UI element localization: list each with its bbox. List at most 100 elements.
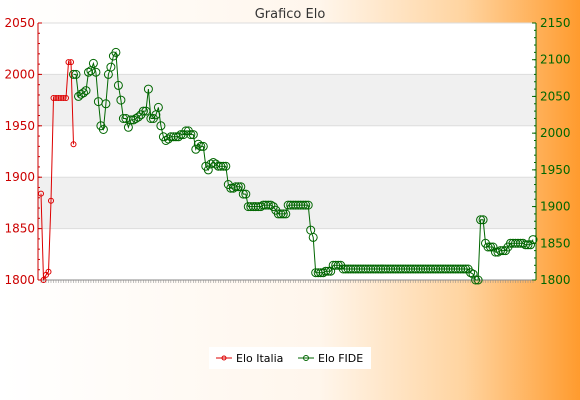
data-point [116, 95, 126, 105]
data-point [263, 200, 273, 210]
legend-fide-label: Elo FIDE [318, 352, 363, 365]
data-point [483, 242, 493, 252]
data-point [233, 182, 243, 192]
data-point [378, 264, 388, 274]
data-point [301, 200, 311, 210]
data-point [186, 130, 196, 140]
data-point [196, 141, 206, 151]
data-point [138, 106, 148, 116]
data-point [231, 182, 241, 192]
data-point [241, 189, 251, 199]
data-point [276, 209, 286, 219]
data-point [38, 190, 44, 197]
data-point [113, 80, 123, 90]
data-point [98, 125, 108, 134]
data-point [216, 161, 226, 171]
data-point [48, 197, 54, 204]
plot-background [38, 23, 536, 280]
data-point [331, 260, 341, 270]
data-point [60, 95, 67, 101]
data-point [63, 95, 69, 101]
data-point [79, 88, 88, 98]
data-point [221, 161, 231, 171]
data-point [281, 209, 291, 219]
left-axis-ticks: 1800 1850 1900 1950 2000 2050 [4, 16, 42, 287]
data-point [308, 232, 318, 242]
data-point [84, 67, 93, 77]
data-point [488, 242, 498, 252]
data-point [191, 144, 201, 154]
data-point [468, 269, 478, 279]
data-point [188, 130, 198, 140]
data-point [203, 165, 213, 175]
data-point [133, 112, 143, 122]
data-point [238, 189, 248, 199]
data-point [106, 62, 116, 72]
data-point [111, 47, 121, 57]
left-tick-label: 2050 [4, 16, 35, 30]
right-tick-label: 2000 [540, 126, 571, 140]
data-point [70, 141, 77, 148]
data-point [173, 132, 183, 142]
x-axis-ticks [40, 280, 534, 283]
data-point [193, 139, 203, 149]
data-point [473, 275, 483, 285]
plot-area [38, 23, 536, 280]
left-tick-label: 1850 [4, 222, 35, 236]
data-point [88, 58, 98, 68]
data-point [323, 266, 333, 276]
data-point [373, 264, 383, 274]
data-point [303, 200, 313, 210]
data-point [326, 266, 336, 276]
right-tick-label: 1850 [540, 236, 571, 250]
plot-band [38, 74, 536, 126]
right-tick-label: 2050 [540, 89, 571, 103]
legend-italia-label: Elo Italia [236, 352, 283, 365]
data-point [246, 202, 256, 212]
data-point [458, 264, 468, 274]
data-point [496, 246, 505, 256]
data-point [471, 275, 481, 285]
left-tick-label: 1900 [4, 170, 35, 184]
data-point [68, 59, 74, 66]
data-point [126, 115, 136, 125]
data-point [266, 200, 276, 210]
legend-fide-marker [303, 355, 309, 361]
data-point [278, 209, 288, 219]
legend-italia-marker [221, 355, 227, 361]
data-point [69, 69, 78, 79]
right-axis-ticks: 1800 1850 1900 1950 2000 2050 2100 2150 [532, 16, 571, 287]
data-point [523, 240, 533, 250]
left-tick-label: 2000 [4, 67, 35, 81]
data-point [65, 59, 72, 66]
legend-box [209, 347, 371, 369]
data-point [218, 161, 228, 171]
left-tick-label: 1800 [4, 273, 35, 287]
data-point [153, 102, 163, 112]
data-point [40, 277, 47, 283]
data-point [128, 115, 138, 125]
series-elo-fide [69, 47, 538, 285]
data-point [141, 106, 151, 116]
chart-title: Grafico Elo [255, 7, 326, 22]
data-point [321, 266, 331, 276]
right-tick-label: 1900 [540, 200, 571, 214]
data-point [45, 268, 52, 275]
data-point [198, 141, 208, 151]
data-point [478, 215, 488, 225]
data-point [526, 240, 535, 250]
data-point [156, 121, 166, 131]
data-point [91, 67, 101, 77]
left-tick-label: 1950 [4, 119, 35, 133]
data-point [486, 242, 495, 252]
right-tick-label: 2100 [540, 53, 571, 67]
data-point [71, 69, 81, 79]
right-tick-label: 1950 [540, 163, 571, 177]
data-point [466, 268, 476, 278]
data-point [376, 264, 386, 274]
data-point [476, 215, 486, 225]
series-elo-italia [38, 59, 77, 283]
data-point [143, 84, 153, 94]
